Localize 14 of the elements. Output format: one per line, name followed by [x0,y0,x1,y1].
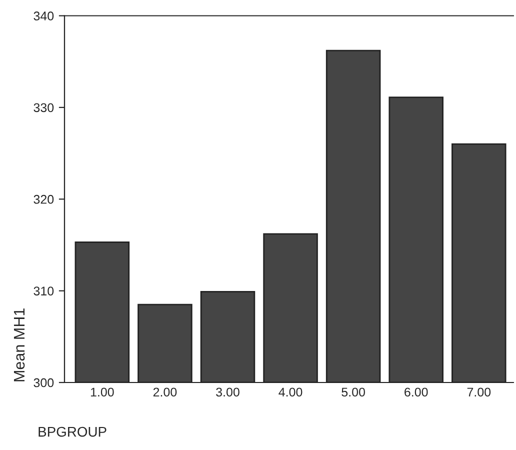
y-tick-label: 320 [34,194,54,204]
y-tick-label: 300 [34,378,54,388]
x-tick-label: 4.00 [278,388,302,397]
x-tick-label: 1.00 [90,388,114,397]
x-tick-label: 3.00 [216,388,240,397]
y-axis-title: Mean MH1 [14,308,25,382]
y-tick-label: 310 [34,286,54,296]
x-tick-label: 6.00 [404,388,428,397]
x-axis-title: BPGROUP [38,426,106,437]
y-tick-label: 330 [34,103,54,112]
y-tick-label: 340 [34,12,54,20]
x-tick-label: 5.00 [342,388,365,397]
x-tick-label: 7.00 [467,388,491,397]
x-tick-label: 2.00 [153,388,177,397]
